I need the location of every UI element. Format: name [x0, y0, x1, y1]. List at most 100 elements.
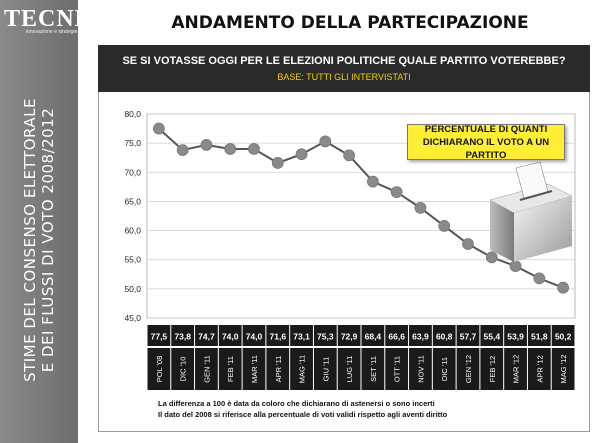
- value-cell: [290, 325, 313, 346]
- data-label: 60,8: [436, 332, 453, 342]
- category-cell: [337, 348, 361, 390]
- x-tick-label: DIC '11: [440, 357, 449, 381]
- data-label: 55,4: [484, 332, 501, 342]
- chart-header: SE SI VOTASSE OGGI PER LE ELEZIONI POLIT…: [98, 45, 590, 92]
- page-title: ANDAMENTO DELLA PARTECIPAZIONE: [171, 13, 529, 33]
- category-cell: [385, 348, 409, 390]
- data-point: [438, 220, 451, 232]
- x-tick-label: NOV '11: [416, 355, 425, 383]
- category-cell: [504, 348, 527, 390]
- data-point: [319, 135, 332, 148]
- logo-text: TECNÈ: [4, 6, 92, 32]
- data-point: [462, 238, 474, 250]
- x-tick-label: APR '12: [535, 355, 544, 382]
- logo-tagline: innovazione e strategie: [26, 29, 78, 35]
- value-cell: [456, 325, 480, 346]
- value-cell: [361, 325, 385, 346]
- data-label: 66,6: [388, 332, 405, 342]
- data-point: [224, 143, 237, 155]
- value-cell: [480, 325, 504, 346]
- value-cell: [266, 325, 290, 346]
- data-label: 68,4: [365, 332, 382, 342]
- category-cell: [266, 348, 290, 390]
- data-point: [485, 251, 498, 264]
- category-cell: [313, 348, 337, 390]
- data-label: 71,6: [270, 332, 287, 342]
- value-cell: [147, 325, 171, 346]
- chart-subtitle: BASE: TUTTI GLI INTERVISTATI: [277, 72, 411, 82]
- data-point: [390, 186, 403, 199]
- data-label: 73,8: [174, 332, 191, 342]
- x-tick-label: APR '11: [274, 356, 283, 383]
- data-label: 63,9: [412, 332, 429, 342]
- data-point: [295, 148, 308, 161]
- category-cell: [409, 348, 432, 390]
- data-point: [152, 122, 165, 135]
- value-cell: [551, 325, 575, 346]
- data-point: [176, 144, 189, 157]
- data-point: [200, 138, 213, 151]
- data-label: 74,0: [246, 332, 263, 342]
- category-cell: [527, 348, 551, 390]
- data-label: 72,9: [341, 332, 358, 342]
- y-tick-label: 70,0: [124, 167, 141, 177]
- x-tick-label: GIU '11: [321, 357, 330, 382]
- x-tick-label: GEN '11: [202, 355, 211, 383]
- x-tick-label: MAR '12: [512, 355, 521, 384]
- data-point: [557, 281, 570, 294]
- category-cell: [551, 348, 575, 390]
- x-tick-label: OTT '11: [393, 356, 402, 382]
- x-tick-label: MAG '12: [559, 355, 568, 384]
- footnotes: La differenza a 100 è data da coloro che…: [158, 398, 447, 420]
- value-cell: [432, 325, 456, 346]
- data-label: 77,5: [151, 332, 168, 342]
- callout-box: PERCENTUALE DI QUANTI DICHIARANO IL VOTO…: [407, 124, 565, 161]
- data-point: [414, 201, 427, 214]
- category-cell: [290, 348, 313, 390]
- x-tick-label: FEB '12: [488, 356, 497, 382]
- y-tick-label: 55,0: [124, 255, 141, 265]
- value-cell: [385, 325, 409, 346]
- x-tick-label: SET '11: [369, 356, 378, 382]
- x-tick-label: FEB '11: [226, 356, 235, 382]
- value-cell: [171, 325, 195, 346]
- y-tick-label: 80,0: [124, 109, 141, 119]
- data-point: [343, 149, 356, 162]
- data-label: 73,1: [293, 332, 310, 342]
- value-cell: [504, 325, 527, 346]
- value-cell: [195, 325, 218, 346]
- x-tick-label: MAG '11: [298, 355, 307, 383]
- data-label: 74,0: [222, 332, 239, 342]
- category-cell: [361, 348, 385, 390]
- data-point: [533, 272, 546, 285]
- x-tick-label: DIC '10: [179, 357, 188, 382]
- category-cell: [218, 348, 242, 390]
- data-point: [271, 157, 284, 169]
- ballot-box-icon: [489, 161, 573, 262]
- x-tick-label: GEN '12: [464, 355, 473, 383]
- data-label: 50,2: [555, 332, 572, 342]
- data-label: 74,7: [198, 332, 215, 342]
- data-point: [366, 175, 379, 188]
- y-tick-label: 50,0: [124, 284, 141, 294]
- value-cell: [337, 325, 361, 346]
- data-point: [248, 143, 260, 155]
- value-cell: [313, 325, 337, 346]
- y-tick-label: 60,0: [124, 226, 141, 236]
- y-tick-label: 45,0: [124, 313, 141, 323]
- category-cell: [195, 348, 218, 390]
- value-cell: [242, 325, 266, 346]
- category-cell: [432, 348, 456, 390]
- y-tick-label: 65,0: [124, 196, 141, 206]
- data-point: [509, 260, 522, 273]
- tecne-logo: TECNÈ innovazione e strategie: [4, 6, 92, 37]
- value-cell: [218, 325, 242, 346]
- footnote-2: Il dato del 2008 si riferisce alla perce…: [158, 410, 448, 419]
- y-tick-label: 75,0: [124, 138, 141, 148]
- x-tick-label: MAR '11: [250, 355, 259, 383]
- chart-title: SE SI VOTASSE OGGI PER LE ELEZIONI POLIT…: [122, 55, 566, 67]
- category-cell: [480, 348, 504, 390]
- value-cell: [527, 325, 551, 346]
- data-label: 51,8: [531, 332, 548, 342]
